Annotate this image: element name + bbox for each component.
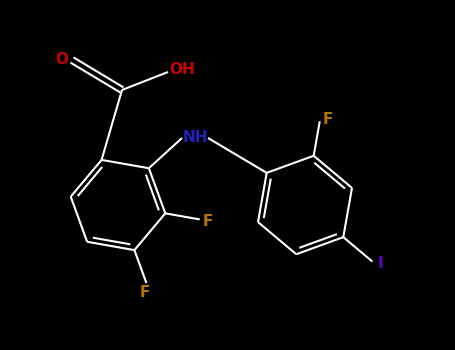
Text: F: F xyxy=(323,112,333,127)
Text: I: I xyxy=(378,256,383,271)
Text: F: F xyxy=(139,286,150,301)
Text: NH: NH xyxy=(182,130,208,145)
Text: F: F xyxy=(202,214,213,229)
Text: OH: OH xyxy=(169,63,195,77)
Text: O: O xyxy=(56,52,69,68)
